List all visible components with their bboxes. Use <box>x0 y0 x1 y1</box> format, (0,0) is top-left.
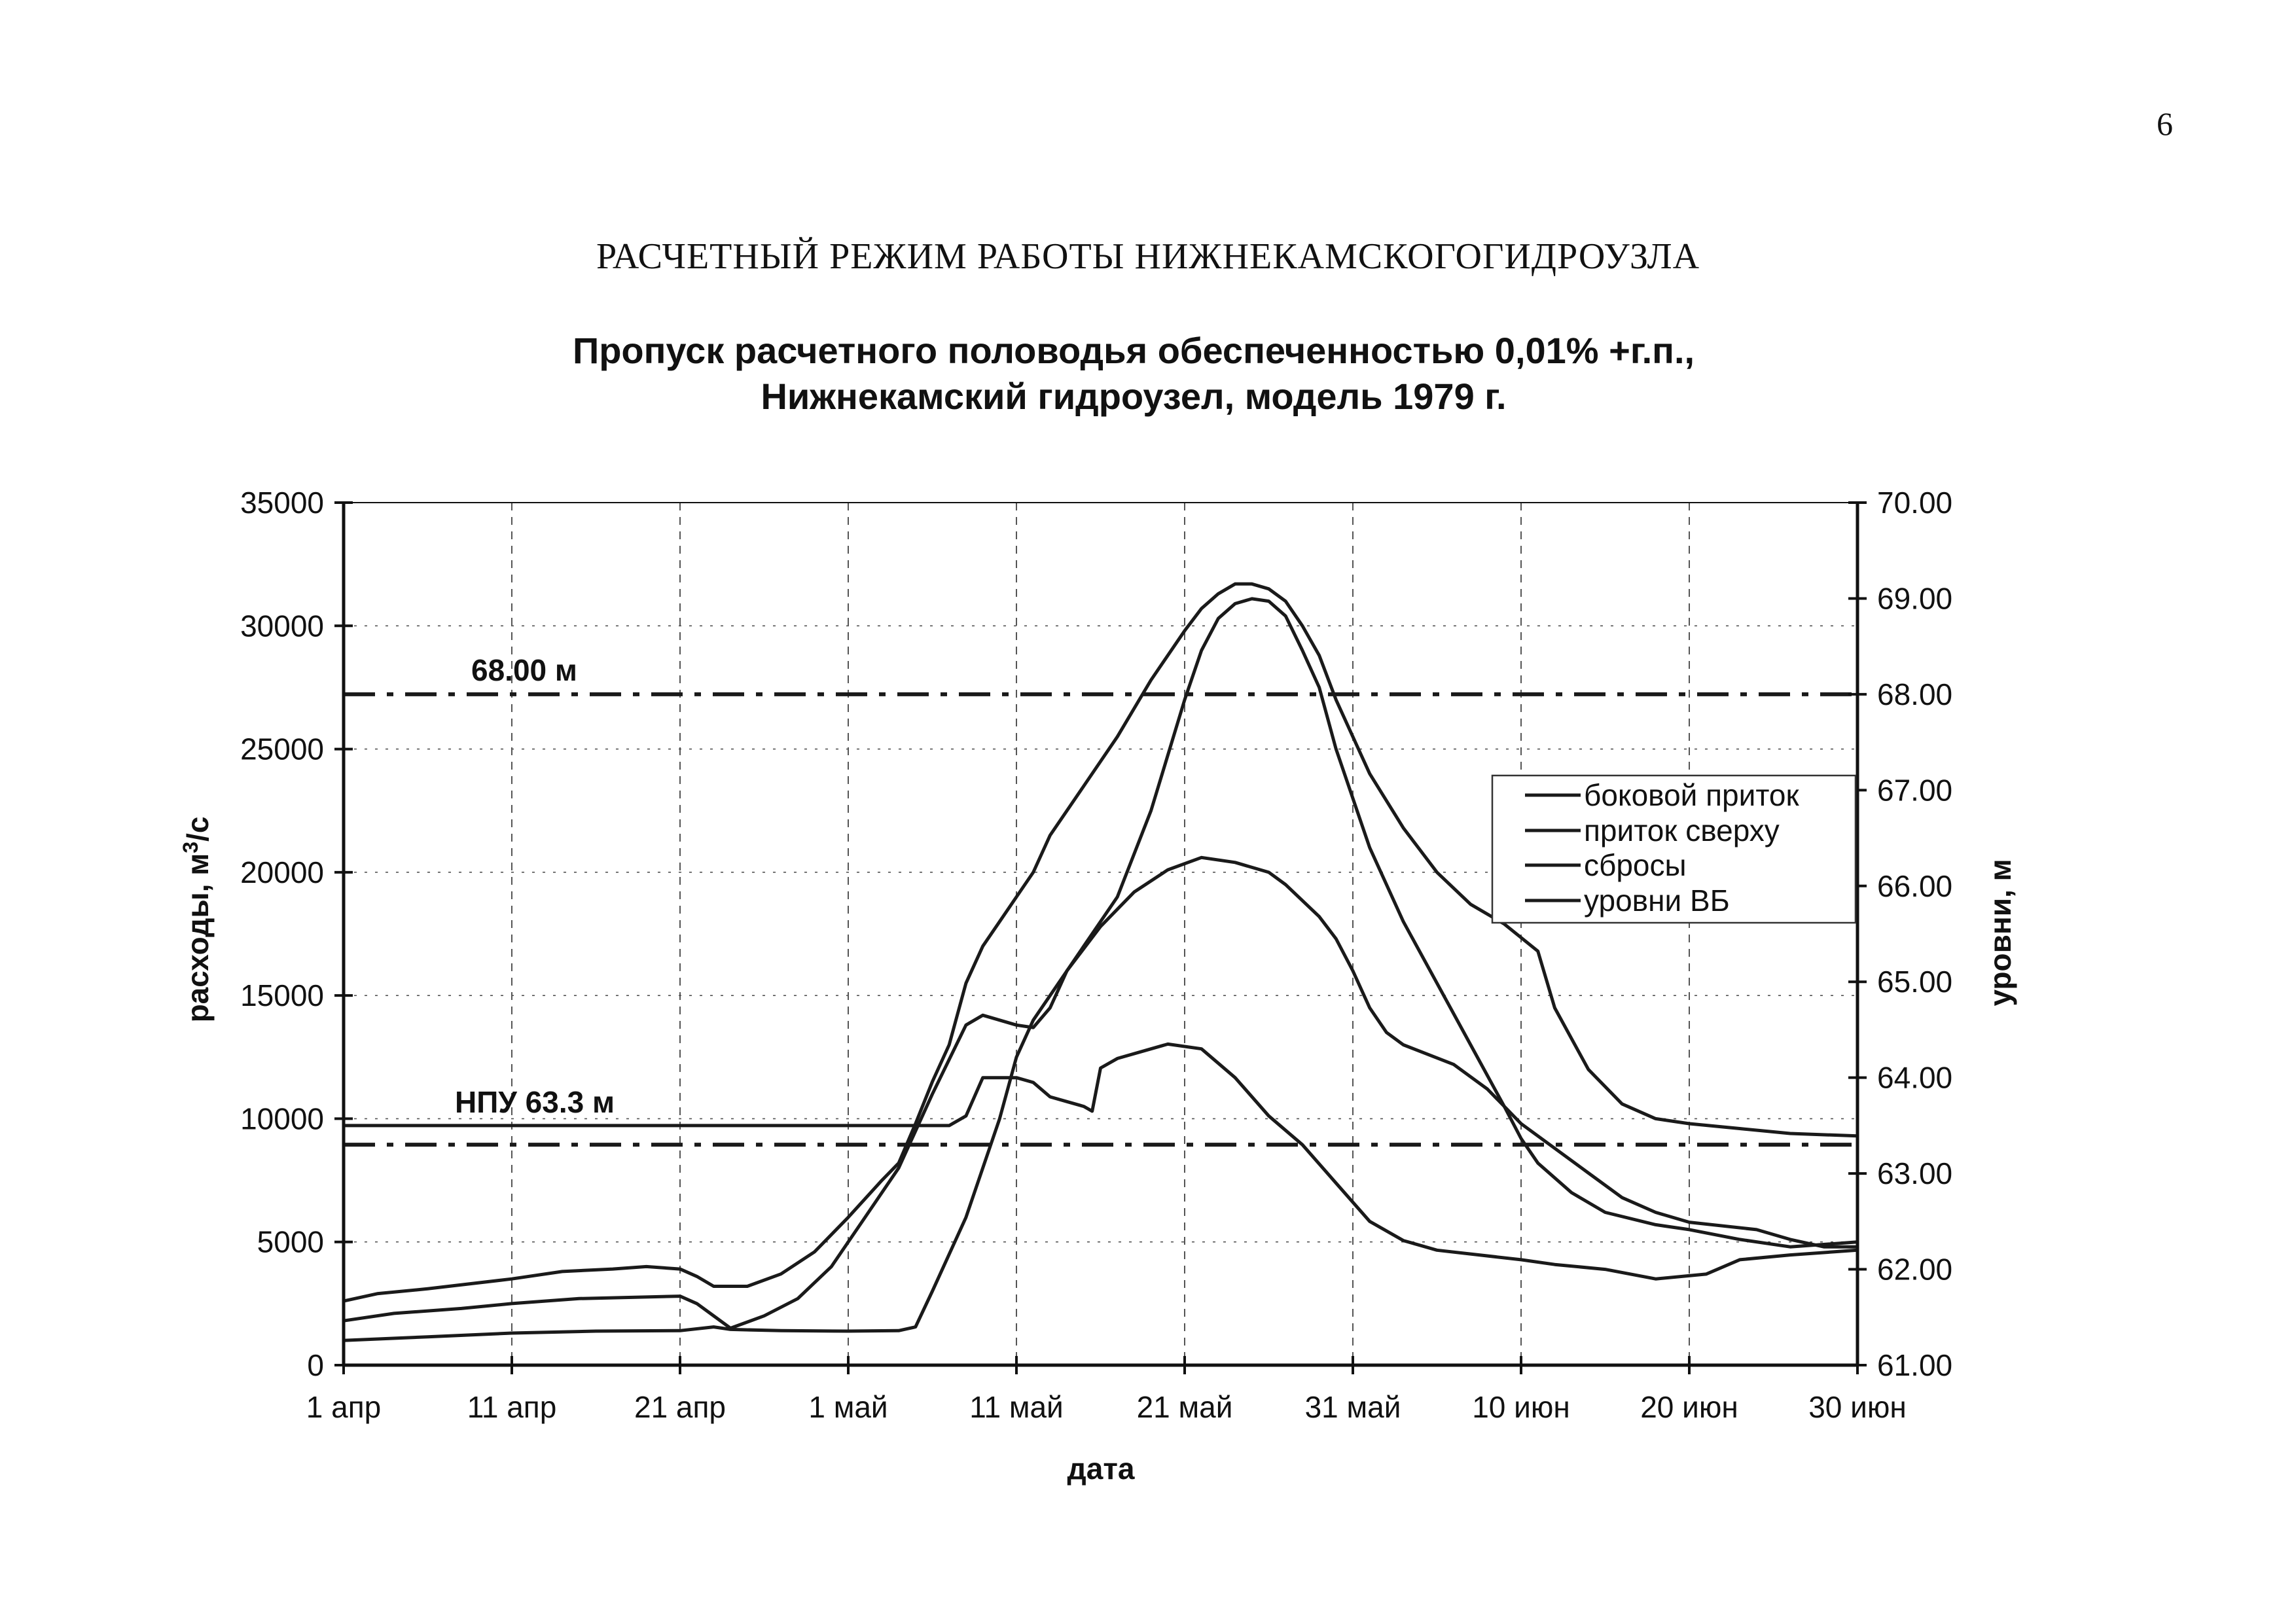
reference-lines <box>344 692 1857 1147</box>
y-left-tick-label: 10000 <box>240 1101 324 1135</box>
document-title: РАСЧЕТНЫЙ РЕЖИМ РАБОТЫ НИЖНЕКАМСКОГОГИДР… <box>596 236 1700 277</box>
y-right-tick-label: 65.00 <box>1877 965 1952 999</box>
y-right-tick-label: 68.00 <box>1877 677 1952 711</box>
x-tick-label: 10 июн <box>1472 1390 1570 1424</box>
axes <box>334 501 1867 1374</box>
x-tick-label: 1 май <box>808 1390 888 1424</box>
y-right-tick-label: 67.00 <box>1877 773 1952 807</box>
y-left-tick-label: 20000 <box>240 855 324 889</box>
y-left-tick-label: 0 <box>307 1348 324 1382</box>
y-left-tick-label: 30000 <box>240 609 324 643</box>
grid-lines <box>344 502 1857 1365</box>
x-tick-label: 11 апр <box>467 1390 557 1424</box>
y-left-tick-label: 25000 <box>240 732 324 766</box>
y-left-axis-title-suffix: /с <box>181 817 215 842</box>
level-68-label: 68.00 м <box>471 653 577 687</box>
x-tick-label: 31 май <box>1305 1390 1401 1424</box>
y-right-axis-title: уровни, м <box>1983 859 2017 1006</box>
y-right-tick-label: 62.00 <box>1877 1253 1952 1287</box>
series-upstream-inflow <box>342 582 1859 1303</box>
legend-box <box>1491 774 1857 924</box>
series-lines <box>342 582 1859 1342</box>
legend-label-headwater-levels: уровни ВБ <box>1584 883 1730 918</box>
chart-title-line-1: Пропуск расчетного половодья обеспеченно… <box>573 330 1695 371</box>
legend-label-side-inflow: боковой приток <box>1584 778 1799 812</box>
y-right-tick-label: 64.00 <box>1877 1061 1952 1095</box>
y-left-axis-title-sup: 3 <box>179 842 202 853</box>
x-tick-label: 11 май <box>969 1390 1063 1424</box>
x-tick-label: 30 июн <box>1808 1390 1907 1424</box>
x-tick-label: 21 апр <box>634 1390 726 1424</box>
y-left-tick-label: 35000 <box>240 486 324 520</box>
chart-title-line-2: Нижнекамский гидроузел, модель 1979 г. <box>761 376 1506 417</box>
x-axis-title: дата <box>1067 1452 1135 1486</box>
legend: боковой приток приток сверху сбросы уров… <box>1491 774 1857 924</box>
tick-labels: 0 5000 10000 15000 20000 25000 30000 35000 61.00… <box>240 486 1952 1424</box>
y-left-tick-label: 15000 <box>240 978 324 1012</box>
x-tick-label: 1 апр <box>306 1390 381 1424</box>
y-right-tick-label: 63.00 <box>1877 1156 1952 1190</box>
y-left-axis-title-main: расходы, м <box>181 853 215 1023</box>
legend-label-upstream-inflow: приток сверху <box>1584 813 1780 847</box>
series-discharges <box>342 855 1859 1330</box>
legend-label-discharges: сбросы <box>1584 848 1687 882</box>
y-right-tick-label: 66.00 <box>1877 869 1952 903</box>
y-right-tick-label: 61.00 <box>1877 1348 1952 1382</box>
y-right-tick-label: 69.00 <box>1877 581 1952 615</box>
series-side-inflow <box>342 597 1859 1342</box>
x-tick-label: 21 май <box>1137 1390 1233 1424</box>
y-right-tick-label: 70.00 <box>1877 486 1952 520</box>
npu-label: НПУ 63.3 м <box>455 1085 615 1119</box>
y-left-axis-title: расходы, м3/с <box>179 817 215 1023</box>
y-left-tick-label: 5000 <box>257 1225 324 1259</box>
page-number: 6 <box>2157 105 2173 142</box>
x-tick-label: 20 июн <box>1640 1390 1738 1424</box>
series-headwater-levels <box>342 1042 1859 1281</box>
